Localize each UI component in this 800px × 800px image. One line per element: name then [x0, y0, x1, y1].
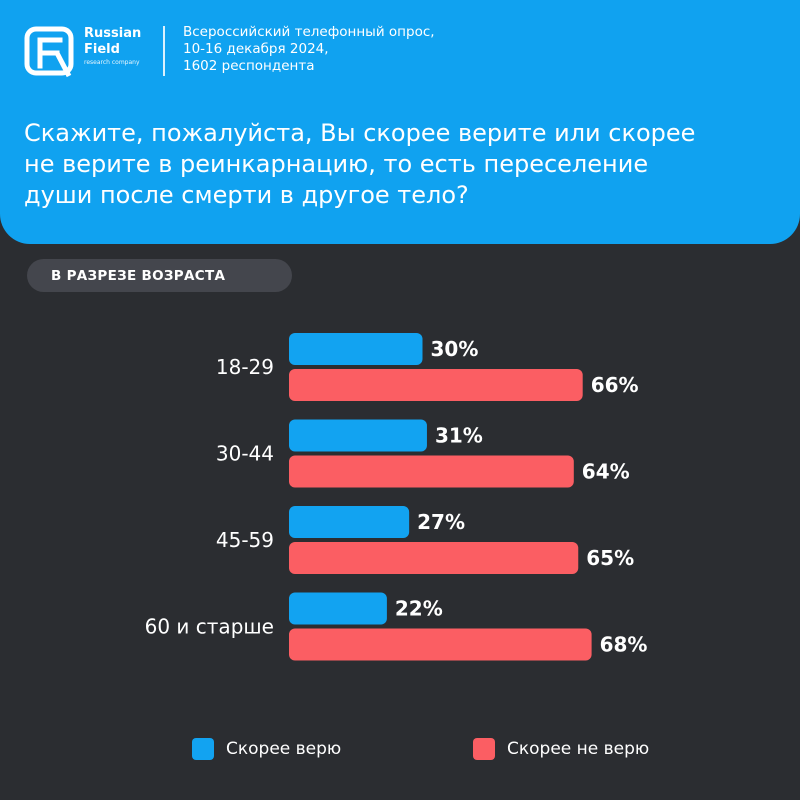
bar-believe	[289, 333, 423, 365]
question-text: Скажите, пожалуйста, Вы скорее верите ил…	[24, 118, 784, 211]
brand-name-line2: Field	[84, 42, 120, 57]
bar-believe	[289, 592, 387, 625]
header-banner: Russian Field research company Всероссий…	[0, 0, 800, 244]
section-label-pill: В РАЗРЕЗЕ ВОЗРАСТА	[27, 259, 292, 292]
bar-believe	[289, 419, 427, 452]
legend-swatch-believe	[192, 738, 214, 760]
legend-label-believe: Скорее верю	[226, 739, 342, 759]
value-label-believe: 22%	[395, 597, 443, 621]
brand-name-line1: Russian	[84, 26, 142, 41]
survey-line-2: 10-16 декабря 2024,	[183, 41, 329, 57]
category-label: 60 и старше	[145, 615, 274, 639]
header-divider	[163, 26, 165, 76]
legend-item-believe: Скорее верю	[192, 738, 341, 760]
value-label-not-believe: 66%	[591, 373, 639, 397]
value-label-not-believe: 68%	[600, 633, 648, 657]
category-label: 45-59	[216, 528, 274, 552]
legend-label-not-believe: Скорее не верю	[507, 739, 650, 759]
question-line-2: не верите в реинкарнацию, то есть пересе…	[24, 150, 649, 178]
value-label-believe: 30%	[431, 337, 479, 361]
question-line-1: Скажите, пожалуйста, Вы скорее верите ил…	[24, 119, 696, 147]
survey-line-1: Всероссийский телефонный опрос,	[183, 24, 435, 40]
age-bar-chart: 18-29 30% 66% 30-44 31% 64% 45-59 27% 65% 60 и ст…	[145, 333, 648, 661]
bar-not-believe	[289, 369, 583, 401]
russian-field-logo-icon	[24, 26, 74, 78]
bar-not-believe	[289, 542, 579, 574]
value-label-not-believe: 65%	[586, 546, 634, 570]
category-label: 30-44	[216, 442, 274, 466]
bar-not-believe	[289, 455, 574, 488]
category-label: 18-29	[216, 355, 274, 379]
survey-line-3: 1602 респондента	[183, 58, 315, 74]
legend-swatch-not-believe	[473, 738, 495, 760]
bar-not-believe	[289, 628, 592, 661]
value-label-believe: 27%	[417, 510, 465, 534]
survey-info: Всероссийский телефонный опрос, 10-16 де…	[183, 24, 435, 75]
bar-believe	[289, 506, 410, 538]
brand-tagline: research company	[84, 59, 140, 66]
brand-logo: Russian Field research company	[24, 26, 141, 80]
question-line-3: души после смерти в другое тело?	[24, 181, 469, 209]
value-label-not-believe: 64%	[582, 460, 630, 484]
value-label-believe: 31%	[435, 424, 483, 448]
legend-item-not-believe: Скорее не верю	[473, 738, 649, 760]
